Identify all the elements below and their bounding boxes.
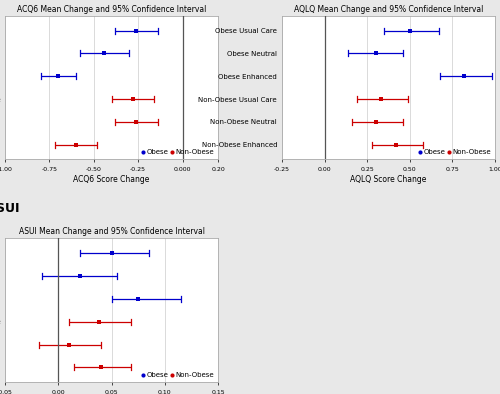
Text: $\mathbf{C}$: ASUI: $\mathbf{C}$: ASUI bbox=[0, 203, 20, 216]
Legend: Obese, Non-Obese: Obese, Non-Obese bbox=[142, 371, 214, 379]
Legend: Obese, Non-Obese: Obese, Non-Obese bbox=[142, 149, 214, 156]
Title: ASUI Mean Change and 95% Confidence Interval: ASUI Mean Change and 95% Confidence Inte… bbox=[18, 227, 204, 236]
X-axis label: ACQ6 Score Change: ACQ6 Score Change bbox=[74, 175, 150, 184]
X-axis label: AQLQ Score Change: AQLQ Score Change bbox=[350, 175, 426, 184]
Title: AQLQ Mean Change and 95% Confidence Interval: AQLQ Mean Change and 95% Confidence Inte… bbox=[294, 5, 483, 14]
Title: ACQ6 Mean Change and 95% Confidence Interval: ACQ6 Mean Change and 95% Confidence Inte… bbox=[17, 5, 206, 14]
Legend: Obese, Non-Obese: Obese, Non-Obese bbox=[418, 149, 492, 156]
